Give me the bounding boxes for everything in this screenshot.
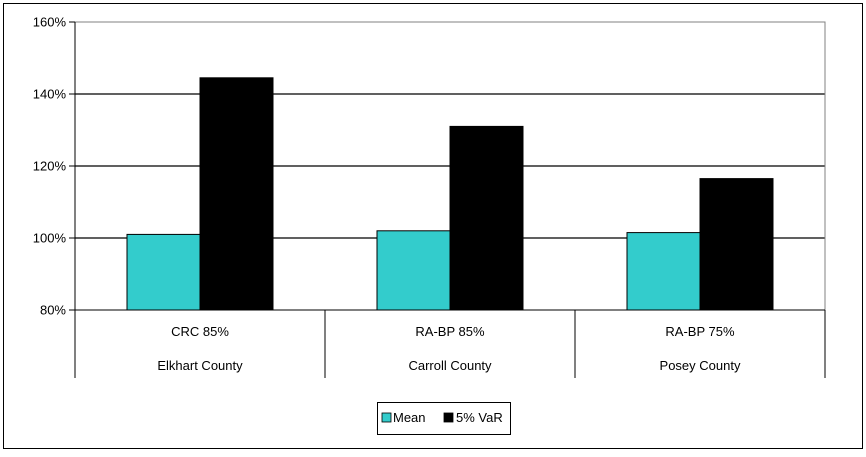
legend-swatch-mean <box>381 412 392 423</box>
x-tick-label-line1: RA-BP 75% <box>665 324 735 339</box>
bars <box>126 77 774 311</box>
bar-mean <box>626 232 701 311</box>
bar-mean <box>126 233 201 311</box>
x-axis: CRC 85% Elkhart County RA-BP 85% Carroll Co… <box>74 309 826 378</box>
y-tick-label: 80% <box>40 303 66 318</box>
legend-swatch-var <box>443 412 454 423</box>
x-tick-label-line1: CRC 85% <box>171 324 229 339</box>
x-tick-label-line2: Elkhart County <box>157 358 243 373</box>
x-tick-label-line2: Carroll County <box>408 358 492 373</box>
bar-var <box>199 77 274 311</box>
y-tick-label: 100% <box>33 231 67 246</box>
y-tick-label: 120% <box>33 159 67 174</box>
x-tick-label-line2: Posey County <box>660 358 741 373</box>
bar-var <box>449 125 524 311</box>
y-tick-label: 160% <box>33 15 67 30</box>
legend: Mean 5% VaR <box>377 402 511 435</box>
x-tick-label-line1: RA-BP 85% <box>415 324 485 339</box>
legend-label-var: 5% VaR <box>456 410 503 425</box>
legend-label-mean: Mean <box>393 410 426 425</box>
y-tick-label: 140% <box>33 87 67 102</box>
y-axis: 80% 100% 120% 140% 160% <box>33 15 76 318</box>
bar-var <box>699 178 774 311</box>
bar-mean <box>376 230 451 311</box>
